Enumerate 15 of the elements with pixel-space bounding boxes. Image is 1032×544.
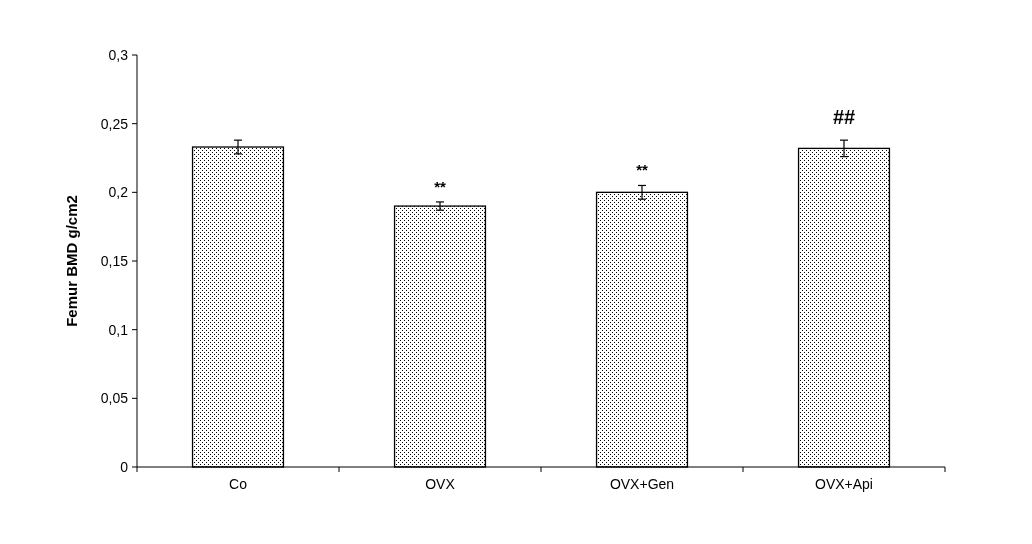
y-tick-label: 0,2 [108, 184, 129, 201]
y-tick-label: 0,05 [100, 390, 129, 407]
x-tick-label: OVX [425, 476, 456, 492]
annotation: ## [832, 106, 856, 129]
x-tick-label: OVX+Gen [609, 476, 675, 492]
y-tick-label: 0,1 [108, 321, 129, 338]
annotation: ** [434, 177, 446, 195]
y-tick-label: 0 [120, 458, 129, 475]
y-tick-label: 0,25 [100, 115, 129, 132]
y-tick-label: 0,15 [100, 252, 129, 269]
annotation: ** [636, 161, 648, 179]
y-axis-title: Femur BMD g/cm2 [63, 195, 80, 327]
x-tick-label: OVX+Api [815, 476, 873, 492]
y-tick-label: 0,3 [108, 46, 129, 63]
x-tick-label: Co [229, 476, 248, 492]
